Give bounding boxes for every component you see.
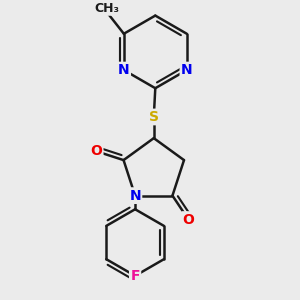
Text: N: N [118, 63, 130, 77]
Text: N: N [129, 189, 141, 202]
Text: CH₃: CH₃ [95, 2, 120, 14]
Text: O: O [90, 144, 102, 158]
Text: O: O [182, 212, 194, 226]
Text: N: N [181, 63, 193, 77]
Text: F: F [130, 269, 140, 283]
Text: S: S [149, 110, 159, 124]
